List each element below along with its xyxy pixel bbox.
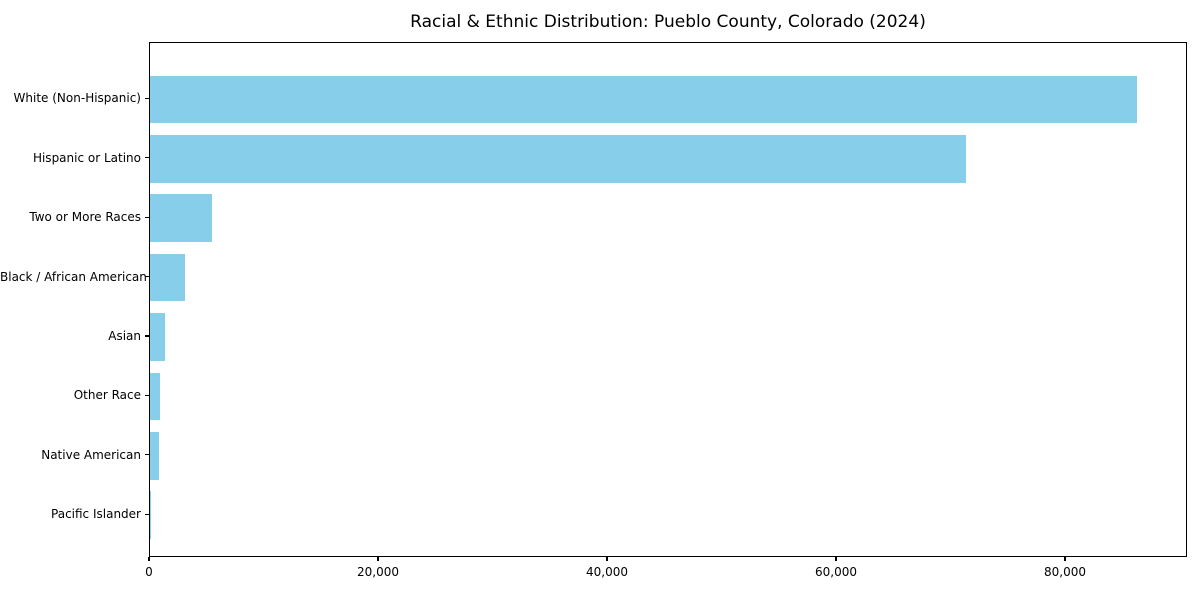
y-label-pacific-islander: Pacific Islander xyxy=(51,507,141,522)
bar-asian xyxy=(150,313,166,361)
bar-native-american xyxy=(150,432,159,480)
bar-pacific-islander xyxy=(150,491,152,539)
x-tick-label-20000: 20,000 xyxy=(357,565,399,579)
y-tick-black-african-american xyxy=(145,276,149,278)
y-tick-other-race xyxy=(145,394,149,396)
bar-hispanic-or-latino xyxy=(150,135,967,183)
bar-two-or-more-races xyxy=(150,194,212,242)
y-tick-pacific-islander xyxy=(145,513,149,515)
y-label-black-african-american: Black / African American xyxy=(0,269,147,284)
y-label-two-or-more-races: Two or More Races xyxy=(29,210,141,225)
y-tick-asian xyxy=(145,335,149,337)
x-tick-label-60000: 60,000 xyxy=(815,565,857,579)
x-tick-20000 xyxy=(377,557,379,561)
y-label-native-american: Native American xyxy=(41,447,141,462)
x-tick-label-40000: 40,000 xyxy=(586,565,628,579)
y-label-white-non-hispanic: White (Non-Hispanic) xyxy=(13,91,141,106)
y-tick-white-non-hispanic xyxy=(145,97,149,99)
bars-layer xyxy=(150,43,1186,556)
y-tick-hispanic-or-latino xyxy=(145,157,149,159)
plot-area xyxy=(149,42,1187,557)
x-tick-0 xyxy=(148,557,150,561)
x-tick-40000 xyxy=(606,557,608,561)
bar-white-non-hispanic xyxy=(150,75,1137,124)
y-label-asian: Asian xyxy=(108,329,141,343)
x-tick-80000 xyxy=(1064,557,1066,561)
x-tick-label-0: 0 xyxy=(145,565,153,579)
chart-title: Racial & Ethnic Distribution: Pueblo Cou… xyxy=(410,12,926,32)
y-label-hispanic-or-latino: Hispanic or Latino xyxy=(32,150,141,165)
y-tick-native-american xyxy=(145,454,149,456)
y-tick-two-or-more-races xyxy=(145,216,149,218)
x-tick-label-80000: 80,000 xyxy=(1044,565,1086,579)
x-tick-60000 xyxy=(835,557,837,561)
y-label-other-race: Other Race xyxy=(73,388,141,403)
bar-other-race xyxy=(150,372,161,421)
bar-black-african-american xyxy=(150,253,186,302)
